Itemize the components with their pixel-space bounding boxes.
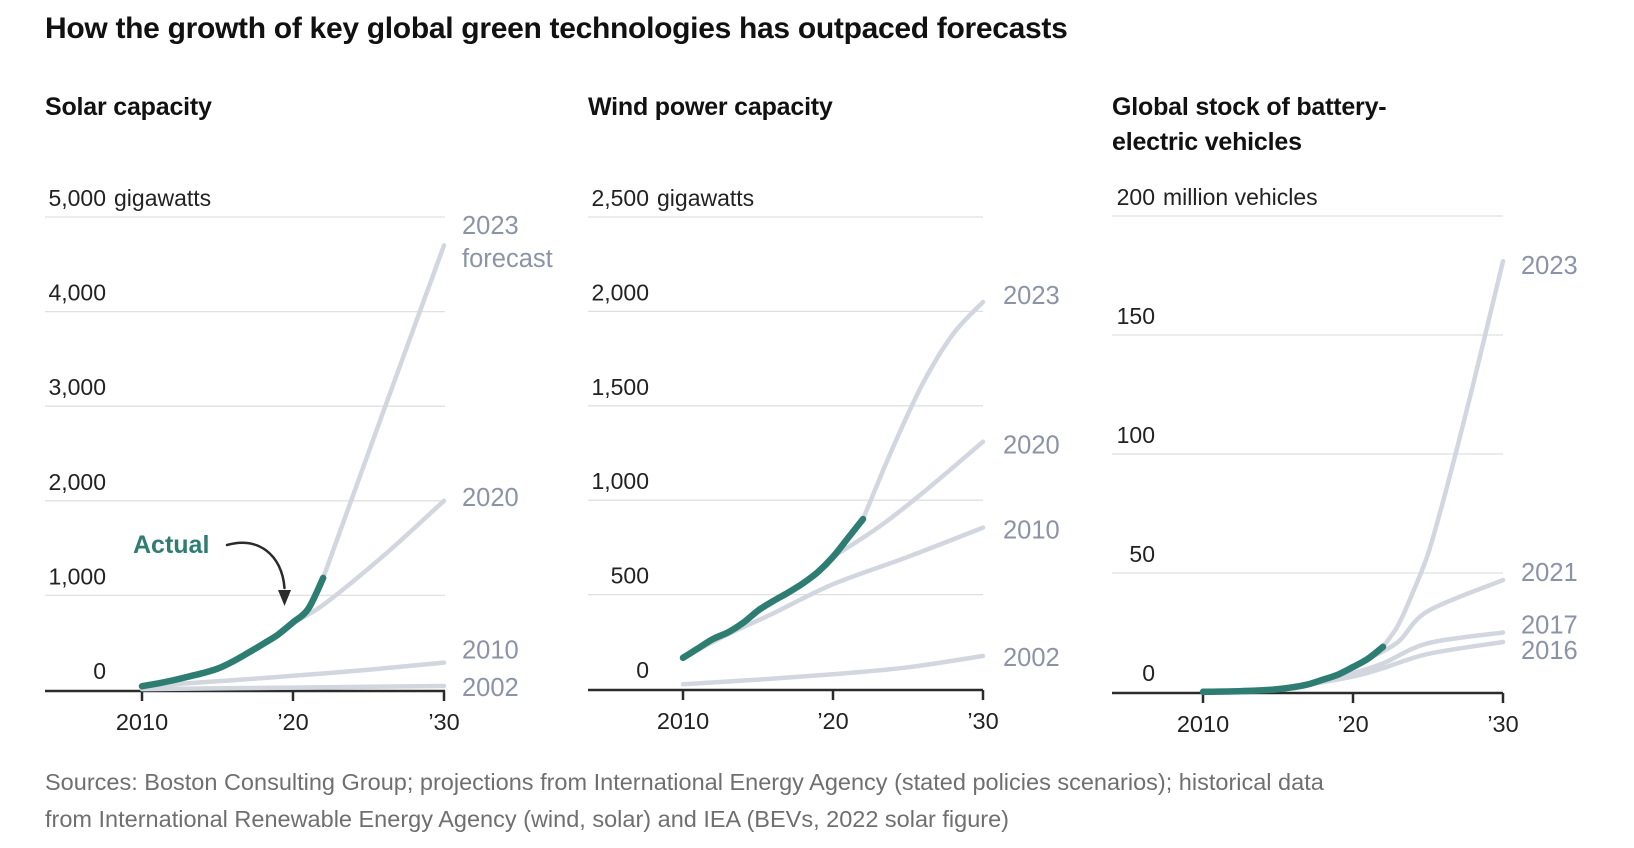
panel-0: 5,000 gigawatts 4,000 3,000 2,000 1,000 0 2010 ’… — [45, 185, 553, 735]
y-axis-unit-label: gigawatts — [657, 185, 754, 211]
x-tick-label: ’20 — [277, 709, 308, 735]
x-tick-label: 2010 — [1177, 711, 1229, 737]
y-tick-label: 0 — [93, 658, 106, 684]
x-tick-label: ’20 — [817, 708, 848, 734]
x-tick-label: ’30 — [1487, 711, 1518, 737]
x-tick-label: ’20 — [1337, 711, 1368, 737]
actual-arrow-head — [278, 590, 291, 606]
series-label-2023-forecast: 2023 — [462, 212, 519, 240]
series-line-actual — [138, 574, 327, 690]
actual-annotation-label: Actual — [133, 531, 210, 559]
panel-title-solar: Solar capacity — [45, 93, 212, 121]
actual-annotation-arrow — [225, 541, 291, 606]
panel-title-wind: Wind power capacity — [588, 93, 833, 121]
series-line-2002-forecast — [139, 683, 447, 692]
series-label-2020-forecast: 2020 — [462, 484, 519, 512]
series-line-2010-forecast — [680, 525, 986, 661]
y-tick-label: 500 — [611, 563, 649, 589]
x-tick-label: ’30 — [967, 708, 998, 734]
series-label-2021-forecast: 2021 — [1521, 559, 1578, 587]
series-line-2021-forecast — [1365, 577, 1506, 661]
x-tick-label: 2010 — [116, 709, 168, 735]
y-axis-unit-label: million vehicles — [1163, 184, 1318, 210]
series-line-2020-forecast — [830, 439, 986, 560]
y-tick-label: 4,000 — [48, 280, 106, 306]
page-title: How the growth of key global green techn… — [45, 12, 1068, 45]
y-tick-label: 2,000 — [48, 469, 106, 495]
source-line-2: from International Renewable Energy Agen… — [45, 806, 1010, 832]
y-axis-unit-label: gigawatts — [114, 185, 211, 211]
series-line-2010-forecast — [139, 660, 447, 689]
y-tick-label: 50 — [1129, 541, 1155, 567]
series-line-actual — [679, 515, 867, 662]
series-label-2023-forecast: forecast — [462, 245, 553, 273]
series-line-2023-forecast — [320, 243, 447, 581]
series-label-2010-forecast: 2010 — [1003, 517, 1060, 545]
y-tick-label: 1,000 — [48, 563, 106, 589]
source-line-1: Sources: Boston Consulting Group; projec… — [45, 769, 1324, 795]
series-label-2020-forecast: 2020 — [1003, 432, 1060, 460]
y-tick-label: 100 — [1117, 422, 1155, 448]
actual-arrow — [225, 541, 286, 590]
panel-1: 2,500 gigawatts 2,000 1,500 1,000 500 0 2010 ’20… — [588, 185, 1060, 734]
series-label-2023-forecast: 2023 — [1003, 282, 1060, 310]
y-tick-label: 200 — [1117, 184, 1155, 210]
series-line-2002-forecast — [680, 653, 986, 687]
series-line-2020-forecast — [290, 498, 447, 625]
y-tick-label: 5,000 — [48, 185, 106, 211]
series-line-2016-forecast — [1290, 639, 1506, 690]
y-tick-label: 1,000 — [591, 468, 649, 494]
x-tick-label: 2010 — [657, 708, 709, 734]
series-label-2010-forecast: 2010 — [462, 637, 519, 665]
series-line-2023-forecast — [1380, 258, 1506, 650]
panel-2: 200 million vehicles 150 100 50 0 2010 ’20 ’30 20… — [1112, 184, 1578, 737]
y-tick-label: 2,000 — [591, 279, 649, 305]
y-tick-label: 2,500 — [591, 185, 649, 211]
series-line-2023-forecast — [860, 299, 986, 522]
series-line-actual — [1199, 643, 1387, 696]
series-label-2023-forecast: 2023 — [1521, 252, 1578, 280]
source-note: Sources: Boston Consulting Group; projec… — [45, 764, 1324, 838]
series-label-2002-forecast: 2002 — [462, 674, 519, 702]
series-label-2017-forecast: 2017 — [1521, 612, 1578, 640]
series-label-2016-forecast: 2016 — [1521, 637, 1578, 665]
series-label-2002-forecast: 2002 — [1003, 644, 1060, 672]
y-tick-label: 0 — [636, 657, 649, 683]
y-tick-label: 150 — [1117, 303, 1155, 329]
x-tick-label: ’30 — [428, 709, 459, 735]
y-tick-label: 0 — [1142, 660, 1155, 686]
y-tick-label: 3,000 — [48, 374, 106, 400]
panel-title-bev: Global stock of battery-electric vehicle… — [1112, 93, 1387, 156]
y-tick-label: 1,500 — [591, 374, 649, 400]
